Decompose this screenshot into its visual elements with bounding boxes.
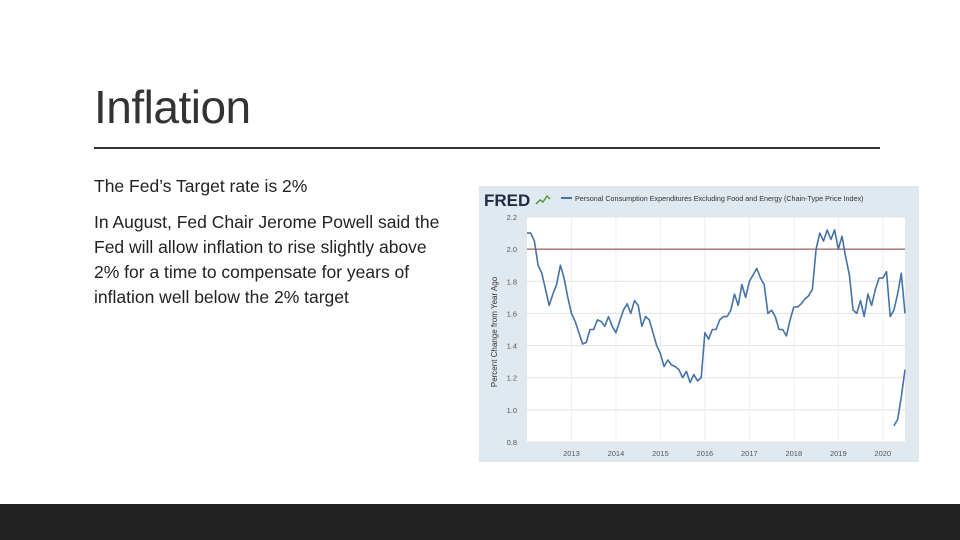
slide-title: Inflation: [94, 81, 251, 133]
x-tick-label: 2019: [830, 449, 847, 458]
x-tick-label: 2017: [741, 449, 758, 458]
y-tick-label: 1.8: [507, 277, 517, 286]
x-tick-label: 2014: [608, 449, 625, 458]
fred-chart-svg: FRED Personal Consumption Expenditures E…: [484, 191, 906, 458]
y-tick-label: 1.2: [507, 374, 517, 383]
y-tick-label: 1.0: [507, 406, 517, 415]
fred-logo-text: FRED: [484, 191, 530, 210]
bullet-powell-statement: In August, Fed Chair Jerome Powell said …: [94, 212, 440, 307]
bullet-target-rate: The Fed’s Target rate is 2%: [94, 176, 308, 196]
y-tick-labels: 0.8 1.0 1.2 1.4 1.6 1.8 2.0 2.2: [507, 213, 517, 447]
x-tick-label: 2018: [785, 449, 802, 458]
title-divider: [94, 147, 880, 149]
fred-chart: FRED Personal Consumption Expenditures E…: [479, 186, 919, 462]
y-tick-label: 1.4: [507, 342, 517, 351]
fred-logo-icon: [535, 194, 551, 205]
bottom-bar: [0, 504, 960, 540]
y-tick-label: 0.8: [507, 438, 517, 447]
x-tick-labels: 2013 2014 2015 2016 2017 2018 2019 2020: [563, 449, 891, 458]
series-line-0: [527, 229, 906, 384]
x-tick-label: 2015: [652, 449, 669, 458]
legend-label: Personal Consumption Expenditures Exclud…: [575, 194, 863, 203]
series-line-1: [893, 369, 906, 427]
fred-logo: FRED: [484, 191, 551, 210]
y-axis-label: Percent Change from Year Ago: [490, 276, 499, 387]
y-tick-label: 1.6: [507, 309, 517, 318]
x-tick-label: 2020: [874, 449, 891, 458]
series-layer: [527, 229, 906, 427]
x-tick-label: 2016: [697, 449, 714, 458]
y-tick-label: 2.2: [507, 213, 517, 222]
x-tick-label: 2013: [563, 449, 580, 458]
y-tick-label: 2.0: [507, 245, 517, 254]
